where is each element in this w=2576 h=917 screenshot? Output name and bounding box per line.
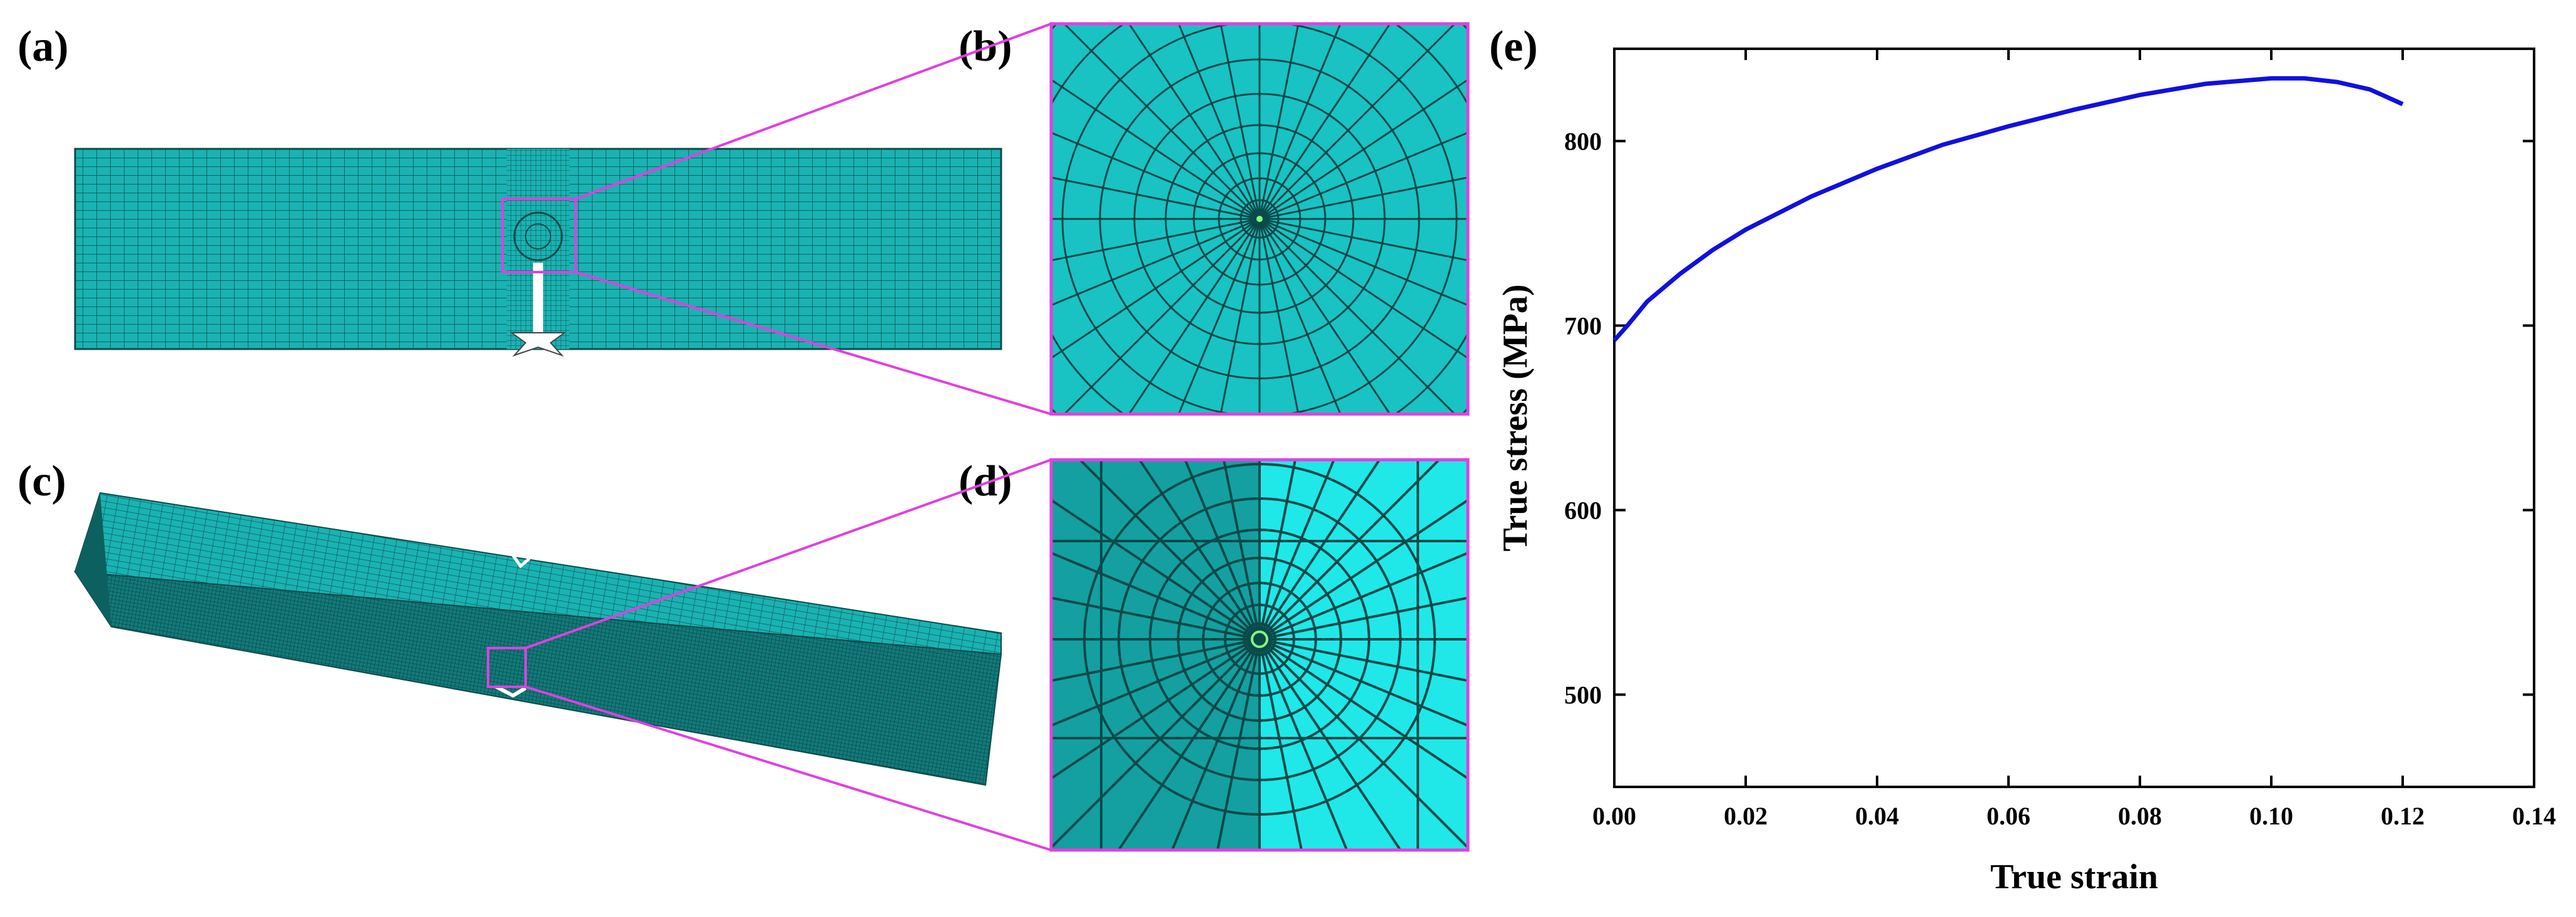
mesh-spoke — [1259, 218, 1468, 360]
mesh-spoke — [1258, 460, 1336, 640]
mesh-spoke — [1062, 24, 1261, 220]
mesh-spoke — [1258, 218, 1300, 414]
mesh-spoke — [1128, 218, 1261, 414]
mesh-spoke — [1178, 218, 1261, 414]
mesh-spoke — [1258, 639, 1303, 850]
x-tick-label: 0.10 — [2249, 802, 2293, 830]
mesh-spoke — [1258, 638, 1468, 849]
mesh-spoke — [1216, 639, 1261, 850]
x-tick-label: 0.00 — [1592, 802, 1636, 830]
mesh-spoke — [1051, 218, 1260, 307]
mesh-spoke — [1259, 131, 1468, 220]
mesh-spoke — [1258, 460, 1297, 640]
mesh-spoke — [1258, 24, 1457, 220]
mesh-spoke — [1051, 638, 1260, 682]
mesh-spoke — [1051, 78, 1260, 220]
mesh-spoke — [1051, 176, 1260, 220]
mesh-spoke — [1219, 24, 1261, 220]
mesh-spoke — [1051, 638, 1260, 727]
panel-label-e: (e) — [1489, 23, 1538, 71]
mesh-spoke — [1051, 218, 1260, 261]
mesh-spoke — [1258, 218, 1341, 414]
mesh-spoke — [1183, 460, 1261, 640]
mesh-spoke — [1222, 460, 1261, 640]
mesh-spoke — [1258, 639, 1348, 850]
mesh-spoke — [1051, 596, 1260, 641]
x-axis-title: True strain — [1990, 858, 2158, 896]
mesh-spoke — [1258, 638, 1402, 850]
plot-frame — [1613, 48, 2535, 788]
mesh-spoke — [1128, 24, 1261, 220]
mesh-spoke — [1259, 218, 1468, 261]
mesh-spoke — [1258, 499, 1468, 641]
y-tick-label: 600 — [1564, 497, 1602, 525]
mesh-spoke — [1258, 24, 1392, 220]
mesh-spoke — [1051, 131, 1260, 220]
mesh-spoke — [1051, 551, 1260, 641]
mesh-spoke — [1062, 218, 1261, 414]
panel-label-d: (d) — [959, 457, 1012, 505]
stress-strain-curve — [1612, 76, 2404, 342]
y-tick-label: 800 — [1564, 128, 1602, 156]
y-tick-label: 500 — [1564, 681, 1602, 709]
mesh-spoke — [1259, 596, 1468, 641]
mesh-spoke — [1259, 638, 1468, 727]
y-tick-label: 700 — [1564, 312, 1602, 340]
mesh-spoke — [1258, 24, 1341, 220]
mesh-spoke — [1138, 460, 1261, 641]
mesh-spoke — [1051, 499, 1261, 641]
x-tick-label: 0.06 — [1987, 802, 2030, 830]
mesh-spoke — [1258, 24, 1300, 220]
x-tick-label: 0.14 — [2512, 802, 2556, 830]
zoom-mesh-d — [1051, 460, 1468, 850]
mesh-spoke — [1219, 218, 1261, 414]
x-tick-label: 0.04 — [1855, 802, 1899, 830]
mesh-spoke — [1259, 638, 1468, 682]
mesh-spoke — [1258, 460, 1441, 641]
mesh-spoke — [1078, 460, 1261, 641]
mesh-spoke — [1259, 176, 1468, 220]
beam-mesh-3d — [74, 459, 1052, 851]
mesh-spoke — [1258, 218, 1392, 414]
panel-label-c: (c) — [18, 457, 66, 505]
mesh-spoke — [1051, 638, 1261, 849]
mesh-spoke — [1117, 638, 1261, 850]
mesh-spoke — [1259, 218, 1468, 307]
mesh-spoke — [1171, 639, 1261, 850]
mesh-spoke — [1259, 78, 1468, 220]
panel-label-a: (a) — [18, 23, 69, 71]
zoom-mesh-b — [1051, 24, 1468, 414]
x-tick-label: 0.08 — [2118, 802, 2162, 830]
mesh-spoke — [1258, 460, 1382, 641]
x-tick-label: 0.02 — [1724, 802, 1768, 830]
mesh-spoke — [1051, 218, 1260, 360]
mesh-spoke — [1178, 24, 1261, 220]
mesh-spoke — [1051, 638, 1261, 780]
beam-mesh-2d — [74, 23, 1052, 415]
mesh-spoke — [1259, 551, 1468, 641]
panel-label-b: (b) — [959, 23, 1012, 71]
x-tick-label: 0.12 — [2381, 802, 2425, 830]
mesh-spoke — [1258, 218, 1457, 414]
y-axis-title: True stress (MPa) — [1496, 284, 1535, 551]
mesh-spoke — [1258, 638, 1468, 780]
